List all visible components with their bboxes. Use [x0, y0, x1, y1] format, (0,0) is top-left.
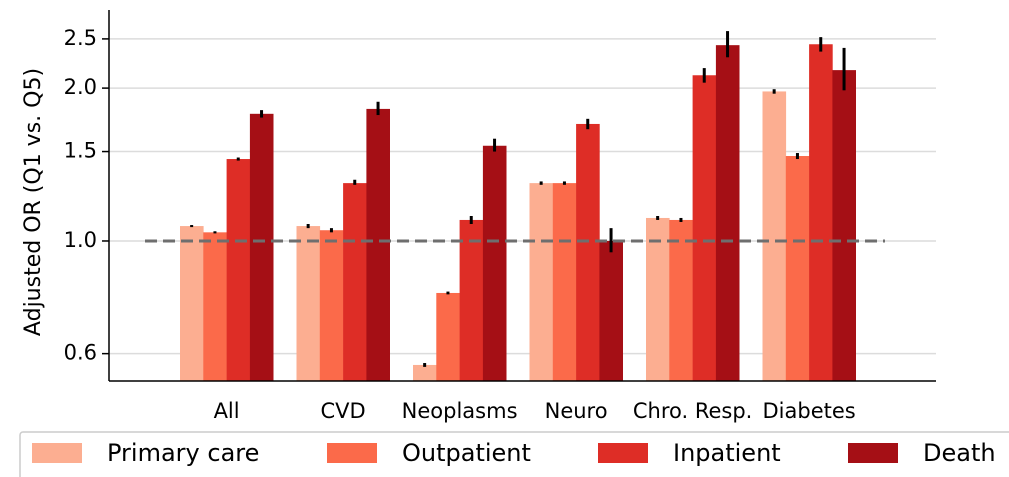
y-axis-label: Adjusted OR (Q1 vs. Q5) — [21, 68, 46, 336]
x-tick-label: Neuro — [545, 399, 608, 423]
bar-neoplasms-primary-care — [413, 364, 437, 381]
bar-chro-resp--inpatient — [692, 75, 717, 381]
bar-neoplasms-inpatient — [459, 219, 484, 381]
legend-swatch — [32, 443, 82, 463]
x-tick-labels: All CVD Neoplasms Neuro Chro. Resp. Diabetes — [214, 399, 856, 423]
bars-layer — [180, 31, 856, 382]
y-tick-labels: 0.6 1.0 1.5 2.0 2.5 — [64, 26, 97, 365]
legend-swatch — [598, 443, 648, 463]
y-tick-label: 2.0 — [64, 75, 97, 99]
bar-all-outpatient — [203, 232, 227, 381]
bar-chro-resp--death — [715, 45, 740, 381]
bar-neuro-primary-care — [529, 183, 554, 381]
legend: Primary care Outpatient Inpatient Death — [19, 431, 1009, 477]
x-tick-label: Diabetes — [762, 399, 855, 423]
legend-label: Death — [923, 439, 996, 467]
legend-label: Primary care — [107, 439, 259, 467]
y-tick-label: 1.5 — [64, 139, 97, 163]
axes-layer — [102, 10, 936, 382]
legend-frame — [19, 431, 1009, 477]
bar-diabetes-primary-care — [762, 91, 787, 381]
x-tick-label: Chro. Resp. — [633, 399, 753, 423]
x-tick-label: All — [214, 399, 240, 423]
y-tick-label: 0.6 — [64, 341, 97, 365]
bar-cvd-primary-care — [296, 226, 321, 381]
y-tick-label: 1.0 — [64, 228, 97, 252]
legend-swatch — [327, 443, 377, 463]
bar-cvd-inpatient — [343, 183, 367, 381]
bar-diabetes-outpatient — [785, 156, 810, 381]
bar-cvd-outpatient — [319, 230, 344, 381]
bar-neuro-outpatient — [552, 183, 577, 381]
bar-all-death — [249, 113, 274, 382]
legend-swatch — [848, 443, 898, 463]
bar-neuro-inpatient — [576, 123, 600, 382]
bar-neoplasms-death — [482, 145, 507, 381]
y-tick-label: 2.5 — [64, 26, 97, 50]
bar-diabetes-inpatient — [809, 44, 833, 381]
bar-diabetes-death — [832, 70, 856, 381]
bar-neoplasms-outpatient — [436, 292, 460, 381]
legend-label: Outpatient — [402, 439, 531, 467]
bar-all-primary-care — [180, 226, 204, 381]
bar-chro-resp--outpatient — [669, 219, 693, 381]
x-tick-label: CVD — [320, 399, 365, 423]
bar-all-inpatient — [226, 159, 251, 381]
x-tick-label: Neoplasms — [402, 399, 518, 423]
legend-label: Inpatient — [673, 439, 781, 467]
bar-chro-resp--primary-care — [646, 217, 670, 381]
bar-cvd-death — [366, 108, 390, 381]
bar-neuro-death — [599, 240, 623, 381]
